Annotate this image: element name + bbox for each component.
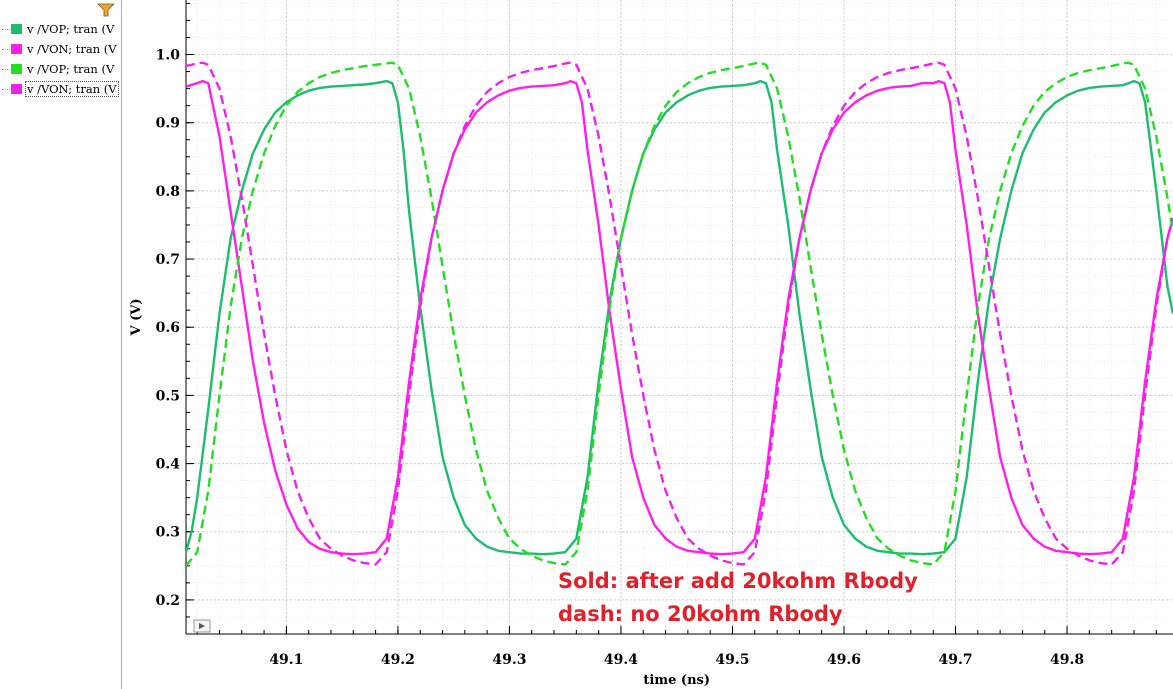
annotation-solid: Sold: after add 20kohm Rbody: [558, 569, 918, 593]
x-tick-label: 49.5: [715, 652, 749, 668]
legend-item-label: v /VON; tran (V: [25, 81, 119, 97]
legend-item-label: v /VON; tran (V: [27, 42, 117, 56]
legend-swatch: [11, 64, 22, 74]
legend-item-label: v /VOP; tran (V: [27, 22, 115, 36]
legend-swatch: [11, 84, 22, 94]
y-tick-label: 0.4: [156, 457, 181, 473]
y-tick-label: 0.5: [156, 388, 180, 404]
series-line-solid-0[interactable]: [186, 79, 1173, 556]
axes: [185, 0, 1173, 635]
grid: [186, 0, 1173, 634]
series-layer: [186, 61, 1173, 567]
annotation-dash: dash: no 20kohm Rbody: [558, 602, 843, 626]
x-tick-label: 49.7: [938, 652, 972, 668]
x-tick-label: 49.6: [827, 652, 861, 668]
x-axis-title: time (ns): [643, 673, 710, 688]
legend-item-vop-solid[interactable]: v /VOP; tran (V: [0, 20, 121, 39]
waveform-plot[interactable]: 49.1 49.2 49.3 49.4 49.5 49.6 49.7 49.8 0.2 0.3 0.…: [122, 0, 1173, 689]
x-tick-label: 49.2: [381, 652, 415, 668]
x-tick-label: 49.3: [492, 652, 526, 668]
legend-item-von-solid[interactable]: v /VON; tran (V: [0, 40, 121, 59]
legend-panel: v /VOP; tran (V v /VON; tran (V v /VOP; …: [0, 0, 122, 689]
x-tick-label: 49.8: [1050, 652, 1084, 668]
series-line-solid-1[interactable]: [186, 79, 1173, 556]
tick-labels: 49.1 49.2 49.3 49.4 49.5 49.6 49.7 49.8 0.2 0.3 0.…: [156, 48, 1084, 668]
play-triangle-icon[interactable]: [193, 619, 211, 633]
legend-item-label: v /VOP; tran (V: [27, 62, 115, 76]
filter-icon[interactable]: [96, 2, 116, 18]
legend-item-vop-dash[interactable]: v /VOP; tran (V: [0, 60, 121, 79]
series-line-dash-2[interactable]: [186, 61, 1173, 567]
y-tick-label: 0.2: [156, 593, 180, 609]
y-tick-label: 0.3: [156, 525, 180, 541]
series-line-dash-3[interactable]: [186, 61, 1173, 566]
y-tick-label: 0.6: [156, 320, 180, 336]
legend-swatch: [11, 24, 22, 34]
y-tick-label: 0.8: [156, 184, 180, 200]
legend-item-von-dash[interactable]: v /VON; tran (V: [0, 80, 121, 99]
x-tick-label: 49.1: [269, 652, 303, 668]
x-tick-label: 49.4: [604, 652, 638, 668]
y-axis-title: V (V): [129, 298, 144, 336]
legend-swatch: [11, 44, 22, 54]
y-tick-label: 1.0: [156, 48, 181, 64]
y-tick-label: 0.7: [156, 252, 180, 268]
y-tick-label: 0.9: [156, 116, 180, 132]
